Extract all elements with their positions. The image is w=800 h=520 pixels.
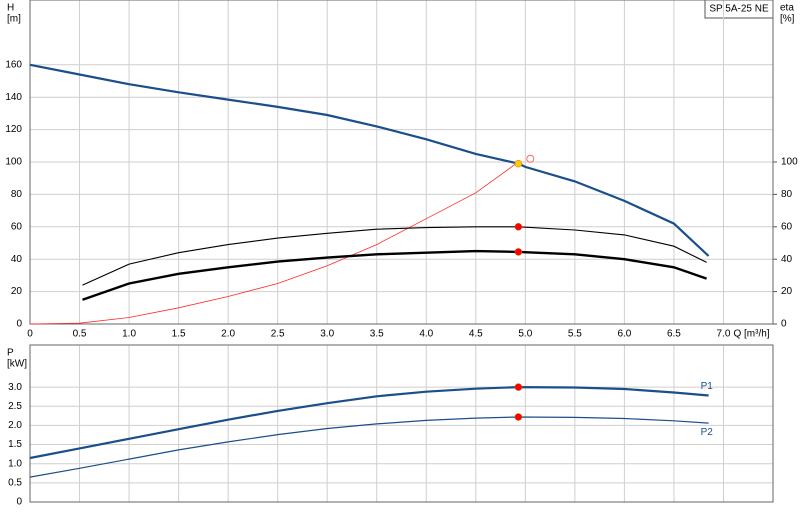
x-tick-label: 1.5 [172, 329, 186, 340]
y-tick-label: 2.0 [8, 420, 22, 431]
x-tick-label: 6.5 [667, 329, 681, 340]
y-tick-label: 20 [11, 286, 23, 297]
y-tick-label: 1.0 [8, 458, 22, 469]
x-tick-label: 4.5 [469, 329, 483, 340]
y-axis-label: [m] [7, 14, 21, 25]
curve [82, 226, 707, 286]
x-tick-label: 5.5 [568, 329, 582, 340]
y2-tick-label: 0 [781, 319, 787, 330]
y-axis-label: [kW] [7, 359, 27, 370]
x-tick-label: 0.5 [73, 329, 87, 340]
curve [29, 161, 519, 325]
y-axis-label: P [7, 348, 14, 359]
curve [29, 385, 709, 460]
x-tick-label: 4.0 [419, 329, 433, 340]
y-tick-label: 160 [5, 59, 22, 70]
plot-frame [29, 0, 774, 325]
y-tick-label: 0.5 [8, 477, 22, 488]
curve [29, 416, 709, 478]
y-tick-label: 100 [5, 157, 22, 168]
annotation: SP 5A-25 NE [709, 4, 769, 15]
x-tick-label: 0 [27, 329, 33, 340]
y-tick-label: 40 [11, 254, 23, 265]
curve [82, 249, 707, 301]
y-tick-label: 120 [5, 124, 22, 135]
x-tick-label: 5.0 [518, 329, 532, 340]
y2-tick-label: 100 [781, 157, 798, 168]
y2-axis-label: eta [780, 3, 794, 14]
series-label: P1 [701, 381, 714, 392]
duty-point [526, 154, 535, 163]
y2-tick-label: 40 [781, 254, 793, 265]
y-tick-label: 2.5 [8, 401, 22, 412]
y-axis-label: H [7, 3, 14, 14]
x-tick-label: 3.5 [370, 329, 384, 340]
y-tick-label: 140 [5, 92, 22, 103]
x-tick-label: 2.5 [271, 329, 285, 340]
y-tick-label: 60 [11, 221, 23, 232]
curve [29, 63, 710, 257]
x-tick-label: 7.0 [717, 329, 731, 340]
series-label: P2 [701, 427, 714, 438]
y2-tick-label: 60 [781, 221, 793, 232]
y-tick-label: 0 [16, 319, 22, 330]
duty-point [514, 248, 523, 256]
y-tick-label: 0 [16, 497, 22, 508]
y2-tick-label: 20 [781, 286, 793, 297]
duty-point [514, 223, 523, 231]
y-tick-label: 80 [11, 189, 23, 200]
x-tick-label: 2.0 [221, 329, 235, 340]
y-tick-label: 3.0 [8, 382, 22, 393]
duty-point [514, 413, 523, 421]
x-tick-label: 6.0 [617, 329, 631, 340]
duty-point [514, 159, 523, 168]
plot-frame [29, 344, 774, 503]
y2-tick-label: 80 [781, 189, 793, 200]
y-tick-label: 1.5 [8, 439, 22, 450]
x-tick-label: 1.0 [122, 329, 136, 340]
duty-point [514, 383, 523, 391]
x-axis-label: Q [m³/h] [733, 329, 769, 340]
x-tick-label: 3.0 [320, 329, 334, 340]
y2-axis-label: [%] [780, 14, 795, 25]
